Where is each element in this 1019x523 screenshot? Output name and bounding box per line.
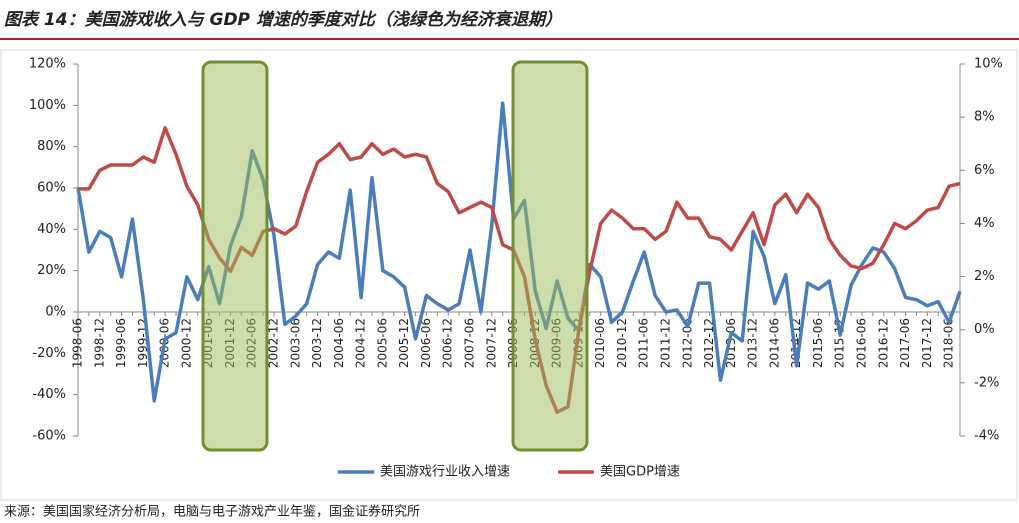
y-tick-label: 80% (37, 139, 66, 154)
y2-tick-label: 10% (974, 57, 1003, 72)
x-tick-label: 2015-06 (811, 318, 825, 368)
x-tick-label: 2003-12 (310, 318, 324, 368)
x-tick-label: 2010-12 (615, 318, 629, 368)
x-tick-label: 2012-06 (680, 318, 694, 368)
source-note: 来源：美国国家经济分析局，电脑与电子游戏产业年鉴，国金证券研究所 (4, 504, 420, 520)
y2-tick-label: 0% (974, 322, 995, 337)
y-tick-label: 100% (29, 98, 66, 113)
x-tick-label: 2017-06 (898, 318, 912, 368)
x-tick-label: 2014-06 (767, 318, 781, 368)
y-tick-label: -60% (32, 429, 66, 444)
x-tick-label: 2006-06 (419, 318, 433, 368)
y2-tick-label: 4% (974, 216, 995, 231)
x-tick-label: 2011-12 (659, 318, 673, 368)
y2-tick-label: 2% (974, 269, 995, 284)
x-tick-label: 2004-06 (332, 318, 346, 368)
x-tick-label: 2007-12 (484, 318, 498, 368)
x-tick-label: 2011-06 (637, 318, 651, 368)
y-tick-label: -20% (32, 346, 66, 361)
legend-label: 美国GDP增速 (600, 465, 680, 480)
chart-title: 图表 14：美国游戏收入与 GDP 增速的季度对比（浅绿色为经济衰退期） (4, 10, 562, 30)
x-tick-label: 2004-12 (354, 318, 368, 368)
y-tick-label: 120% (29, 57, 66, 72)
chart-frame (0, 49, 1018, 501)
x-tick-label: 2006-12 (441, 318, 455, 368)
y-tick-label: 60% (37, 181, 66, 196)
x-tick-label: 2003-06 (288, 318, 302, 368)
x-tick-label: 2005-12 (397, 318, 411, 368)
x-tick-label: 2002-12 (267, 318, 281, 368)
recession-box (511, 60, 589, 452)
y2-tick-label: 6% (974, 163, 995, 178)
y-tick-label: 40% (37, 222, 66, 237)
y2-tick-label: 8% (974, 110, 995, 125)
recession-shading (201, 60, 589, 452)
x-tick-label: 2015-12 (833, 318, 847, 368)
x-tick-label: 2016-12 (876, 318, 890, 368)
y2-tick-label: -2% (974, 375, 999, 390)
y-tick-label: 20% (37, 263, 66, 278)
x-tick-label: 2017-12 (920, 318, 934, 368)
x-tick-label: 2018-06 (942, 318, 956, 368)
y-tick-label: -40% (32, 387, 66, 402)
recession-box (201, 60, 269, 452)
x-tick-label: 2007-06 (463, 318, 477, 368)
x-tick-label: 2005-06 (375, 318, 389, 368)
legend-label: 美国游戏行业收入增速 (380, 465, 510, 480)
x-tick-label: 1998-12 (92, 318, 106, 368)
legend: 美国游戏行业收入增速 美国GDP增速 (338, 465, 680, 480)
y2-tick-label: -4% (974, 429, 999, 444)
x-tick-label: 2013-12 (746, 318, 760, 368)
x-tick-label: 1998-06 (71, 318, 85, 368)
x-tick-label: 2012-12 (702, 318, 716, 368)
x-tick-label: 1999-06 (114, 318, 128, 368)
x-tick-label: 2010-06 (593, 318, 607, 368)
x-tick-label: 2016-06 (855, 318, 869, 368)
x-tick-label: 2000-12 (179, 318, 193, 368)
y-tick-label: 0% (45, 305, 66, 320)
